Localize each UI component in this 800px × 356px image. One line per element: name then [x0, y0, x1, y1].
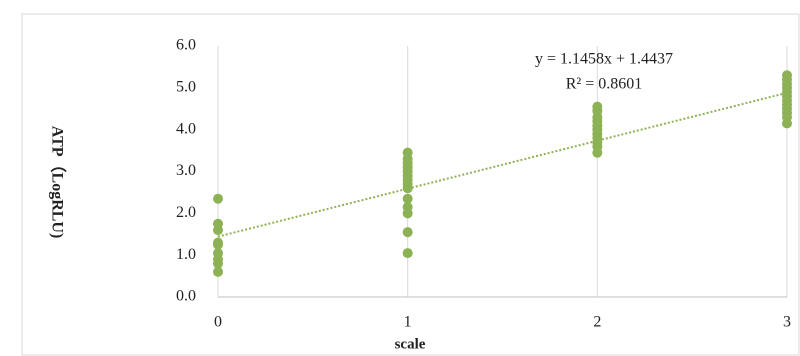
point [402, 248, 413, 259]
y-tick-label: 4.0 [176, 120, 196, 137]
y-tick-label: 3.0 [176, 162, 196, 179]
point [592, 147, 603, 158]
trendline [217, 91, 788, 238]
point [213, 193, 223, 204]
point [782, 118, 792, 129]
x-tick-label: 1 [404, 314, 412, 331]
point [402, 227, 413, 238]
trendline-annotation: y = 1.1458x + 1.4437 [535, 51, 673, 68]
y-tick-label: 0.0 [176, 288, 196, 305]
point [213, 258, 223, 269]
x-axis-label: scale [395, 336, 426, 352]
x-tick-label: 0 [214, 314, 222, 331]
trendline-annotation: R² = 0.8601 [566, 76, 643, 93]
y-tick-label: 2.0 [176, 204, 196, 221]
y-axis-label: ATP（LogRLU) [48, 126, 66, 239]
y-tick-label: 6.0 [176, 37, 196, 54]
y-tick-label: 1.0 [176, 246, 196, 263]
point [402, 193, 413, 204]
y-tick-label: 5.0 [176, 79, 196, 96]
point [402, 208, 413, 219]
point [213, 225, 223, 236]
point [213, 266, 223, 277]
x-tick-label: 2 [593, 314, 601, 331]
x-tick-label: 3 [783, 314, 791, 331]
point [213, 239, 223, 250]
point [402, 183, 413, 194]
